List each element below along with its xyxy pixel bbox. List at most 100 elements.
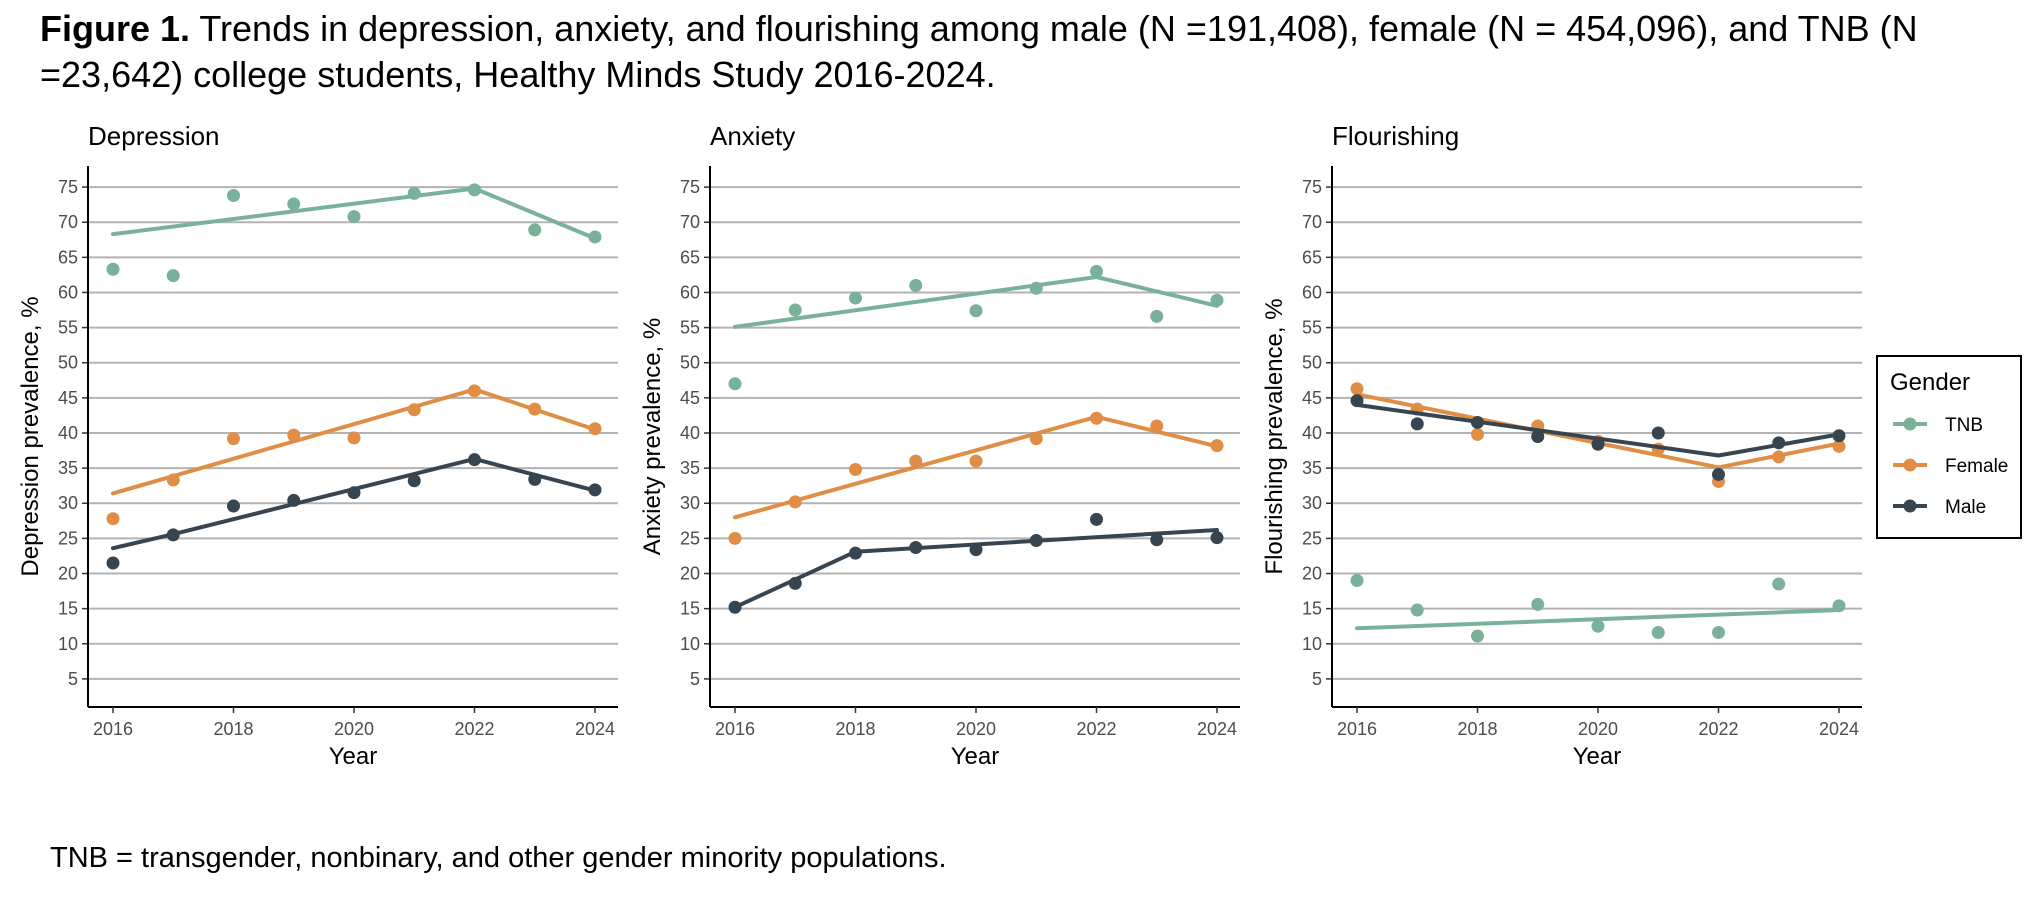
- x-axis-label: Year: [1573, 743, 1622, 770]
- data-point-female: [909, 454, 923, 468]
- data-point-female: [1150, 419, 1164, 433]
- y-tick-label: 55: [1302, 318, 1322, 338]
- chart-title: Depression: [88, 121, 220, 151]
- data-point-male: [1090, 512, 1103, 526]
- data-point-tnb: [588, 230, 602, 244]
- data-point-tnb: [1410, 603, 1424, 617]
- data-point-male: [969, 543, 983, 557]
- data-point-male: [227, 499, 240, 513]
- data-point-tnb: [1531, 597, 1545, 611]
- x-tick-label: 2020: [334, 719, 374, 739]
- data-point-tnb: [166, 269, 180, 283]
- legend-label: Male: [1945, 497, 1986, 518]
- y-tick-label: 25: [58, 528, 78, 548]
- figure-caption: Figure 1. Trends in depression, anxiety,…: [40, 6, 2000, 98]
- x-tick-label: 2020: [1578, 719, 1618, 739]
- data-point-tnb: [909, 278, 923, 292]
- data-point-male: [528, 472, 542, 486]
- data-point-male: [106, 556, 120, 570]
- y-tick-label: 10: [58, 634, 78, 654]
- y-tick-label: 20: [58, 564, 78, 584]
- y-tick-label: 75: [58, 177, 78, 197]
- x-tick-label: 2022: [1698, 719, 1738, 739]
- data-point-male: [166, 528, 180, 542]
- legend: Gender TNB Female Male: [1876, 355, 2022, 539]
- legend-swatch-point: [1903, 458, 1917, 472]
- y-tick-label: 60: [1302, 282, 1322, 302]
- data-point-female: [407, 403, 421, 417]
- y-tick-label: 5: [1312, 669, 1322, 689]
- data-point-tnb: [1210, 293, 1224, 307]
- y-tick-label: 10: [1302, 634, 1322, 654]
- trend-line-tnb: [1355, 608, 1841, 631]
- chart-title: Anxiety: [710, 121, 795, 151]
- data-point-male: [728, 600, 742, 614]
- y-tick-label: 60: [58, 282, 78, 302]
- legend-label: Female: [1945, 456, 2008, 477]
- data-point-female: [1210, 439, 1224, 453]
- y-tick-label: 20: [680, 564, 700, 584]
- data-point-tnb: [969, 304, 983, 318]
- x-tick-label: 2022: [1076, 719, 1116, 739]
- data-point-female: [166, 473, 180, 487]
- data-point-tnb: [849, 291, 862, 305]
- data-point-tnb: [1651, 626, 1665, 640]
- data-point-tnb: [106, 262, 120, 276]
- y-tick-label: 70: [58, 212, 78, 232]
- data-point-male: [849, 546, 862, 560]
- data-point-female: [849, 463, 862, 477]
- data-point-tnb: [1772, 577, 1786, 591]
- data-point-female: [1029, 432, 1043, 446]
- data-point-tnb: [528, 223, 542, 237]
- y-tick-label: 35: [58, 458, 78, 478]
- data-point-male: [1591, 437, 1605, 451]
- legend-swatch-point: [1903, 499, 1917, 513]
- data-point-tnb: [468, 183, 481, 197]
- y-tick-label: 5: [690, 669, 700, 689]
- data-point-female: [728, 531, 742, 545]
- chart-anxiety: Anxiety 5 10 15 20 25 30 35 40 45 50 55 60 65 70 75 2016…: [639, 121, 1240, 770]
- legend-label: TNB: [1945, 415, 1983, 436]
- data-point-male: [1350, 394, 1364, 408]
- footnote: TNB = transgender, nonbinary, and other …: [50, 842, 947, 874]
- x-tick-label: 2020: [956, 719, 996, 739]
- y-tick-label: 50: [680, 353, 700, 373]
- y-tick-label: 35: [680, 458, 700, 478]
- data-point-male: [468, 453, 481, 467]
- data-point-male: [588, 483, 602, 497]
- y-tick-label: 75: [680, 177, 700, 197]
- y-tick-label: 40: [58, 423, 78, 443]
- data-point-male: [1772, 436, 1786, 450]
- data-point-tnb: [287, 197, 301, 211]
- figure-label: Figure 1.: [40, 8, 191, 49]
- y-tick-label: 10: [680, 634, 700, 654]
- y-tick-label: 30: [680, 493, 700, 513]
- data-point-tnb: [407, 186, 421, 200]
- x-axis-label: Year: [329, 743, 378, 770]
- data-point-female: [106, 512, 120, 526]
- data-point-tnb: [1712, 626, 1725, 640]
- data-point-tnb: [728, 377, 742, 391]
- data-point-male: [407, 474, 421, 488]
- x-axis-label: Year: [951, 743, 1000, 770]
- y-tick-label: 70: [680, 212, 700, 232]
- data-point-tnb: [788, 303, 802, 317]
- data-point-male: [1150, 533, 1164, 547]
- x-tick-label: 2024: [575, 719, 615, 739]
- x-tick-label: 2024: [1819, 719, 1859, 739]
- y-tick-label: 45: [1302, 388, 1322, 408]
- y-tick-label: 70: [1302, 212, 1322, 232]
- data-point-female: [1772, 450, 1786, 464]
- y-tick-label: 15: [680, 599, 700, 619]
- data-point-male: [1471, 415, 1484, 429]
- data-point-tnb: [1471, 629, 1484, 643]
- trend-line-male: [733, 527, 1219, 610]
- y-tick-label: 40: [1302, 423, 1322, 443]
- y-axis-label: Anxiety prevalence, %: [639, 318, 666, 555]
- y-tick-label: 15: [1302, 599, 1322, 619]
- x-tick-label: 2016: [1337, 719, 1377, 739]
- y-tick-label: 25: [680, 528, 700, 548]
- data-point-male: [909, 541, 923, 555]
- data-point-female: [528, 402, 542, 416]
- legend-title: Gender: [1890, 369, 1970, 396]
